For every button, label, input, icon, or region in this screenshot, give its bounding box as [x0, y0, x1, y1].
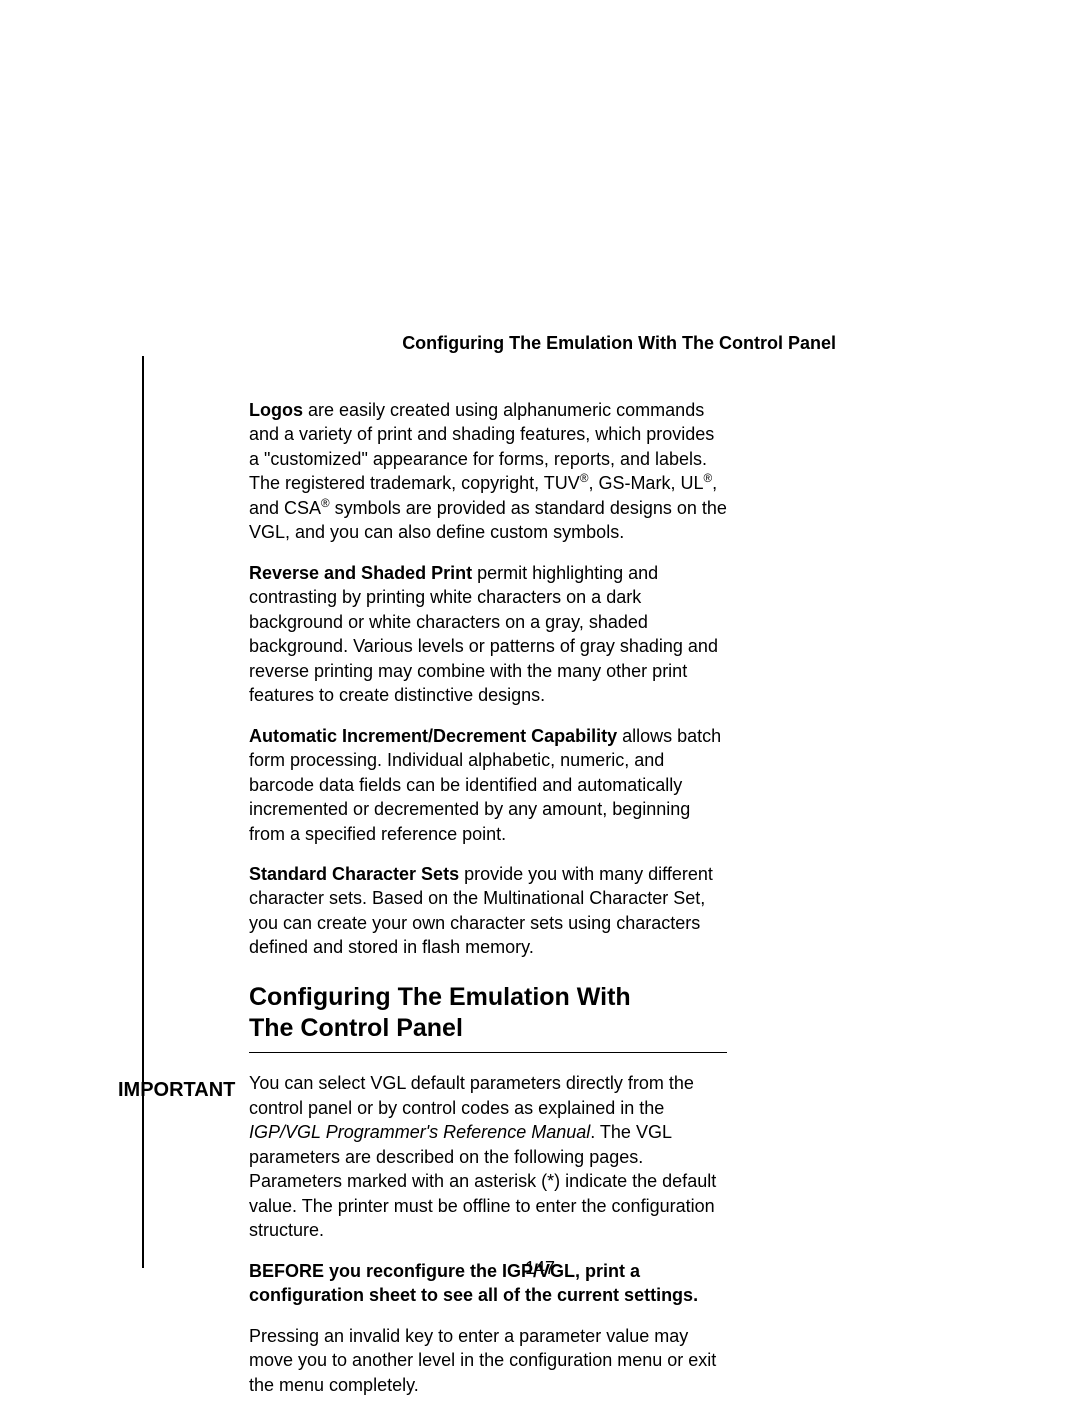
running-header: Configuring The Emulation With The Contr…	[402, 333, 836, 354]
paragraph-logos: Logos are easily created using alphanume…	[249, 398, 727, 545]
paragraph-charsets: Standard Character Sets provide you with…	[249, 862, 727, 960]
section-heading-line2: The Control Panel	[249, 1014, 463, 1042]
page: Configuring The Emulation With The Contr…	[0, 0, 1080, 1397]
reverse-bold: Reverse and Shaded Print	[249, 563, 472, 583]
charsets-bold: Standard Character Sets	[249, 864, 459, 884]
section-intro-italic: IGP/VGL Programmer's Reference Manual	[249, 1122, 590, 1142]
paragraph-reverse: Reverse and Shaded Print permit highligh…	[249, 561, 727, 708]
section-intro-a: You can select VGL default parameters di…	[249, 1073, 694, 1117]
autoinc-bold: Automatic Increment/Decrement Capability	[249, 726, 617, 746]
reverse-text: permit highlighting and contrasting by p…	[249, 563, 718, 705]
section-heading: Configuring The Emulation With The Contr…	[249, 982, 727, 1045]
important-follow-text: Pressing an invalid key to enter a param…	[249, 1324, 727, 1397]
registered-sup-3: ®	[321, 497, 330, 510]
vertical-rule	[142, 356, 144, 1268]
paragraph-autoinc: Automatic Increment/Decrement Capability…	[249, 724, 727, 846]
logos-text-b: , GS-Mark, UL	[588, 473, 703, 493]
section-rule	[249, 1052, 727, 1053]
registered-sup-2: ®	[703, 472, 712, 485]
section-heading-line1: Configuring The Emulation With	[249, 983, 631, 1011]
section-intro: You can select VGL default parameters di…	[249, 1071, 727, 1242]
page-number: 147	[0, 1258, 1080, 1279]
logos-bold: Logos	[249, 400, 303, 420]
important-label: IMPORTANT	[118, 1079, 235, 1102]
